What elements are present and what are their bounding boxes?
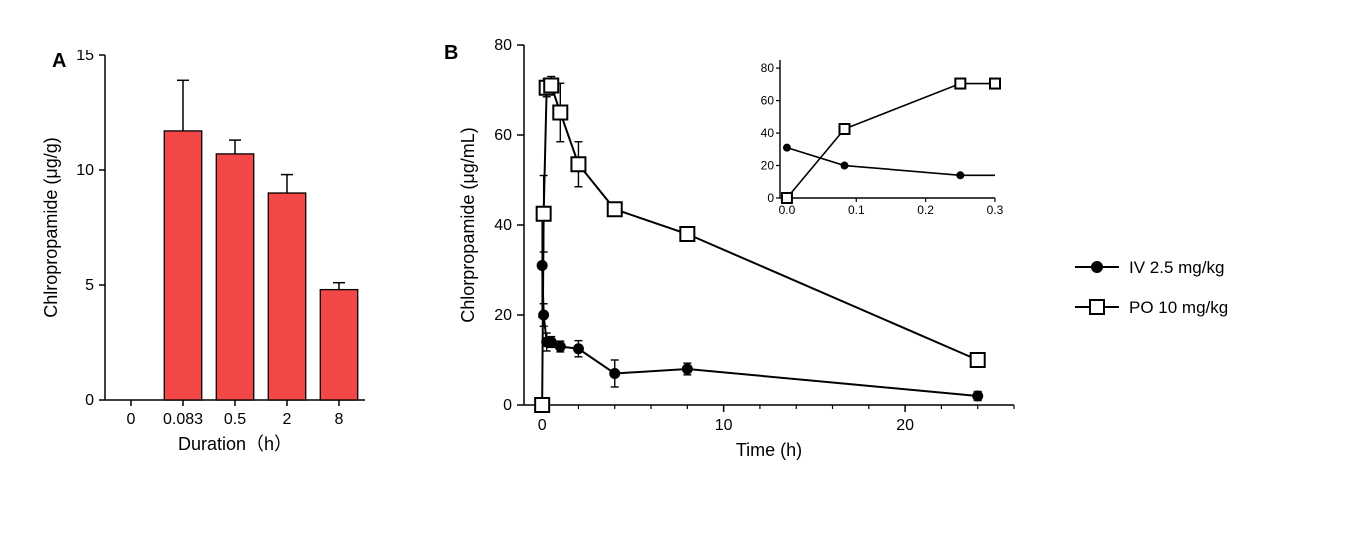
panel-b-legend: IV 2.5 mg/kg PO 10 mg/kg [1075, 255, 1315, 345]
svg-text:60: 60 [761, 94, 775, 108]
svg-text:IV 2.5 mg/kg: IV 2.5 mg/kg [1129, 258, 1224, 277]
svg-text:0: 0 [538, 417, 547, 434]
panel-a-chart: 0 5 10 15 0 0.083 0.5 2 8 Duration（h） Chlropropami… [40, 50, 371, 466]
svg-text:10: 10 [76, 162, 94, 179]
svg-text:40: 40 [761, 126, 775, 140]
figure-canvas: A B 05101500.0830.528Duration（h）Chlropro… [0, 0, 1363, 548]
svg-text:8: 8 [335, 411, 344, 428]
svg-text:20: 20 [494, 307, 512, 324]
svg-text:0: 0 [127, 411, 136, 428]
svg-text:0.0: 0.0 [779, 203, 796, 217]
svg-text:60: 60 [494, 127, 512, 144]
svg-text:15: 15 [76, 50, 94, 64]
svg-text:Duration（h）: Duration（h） [178, 434, 292, 454]
svg-text:2: 2 [283, 411, 292, 428]
svg-text:PO 10 mg/kg: PO 10 mg/kg [1129, 298, 1228, 317]
panel-b-inset-chart: 0 20 40 60 80 0.0 0.1 0.2 0.3 [748, 54, 1007, 222]
svg-text:80: 80 [494, 37, 512, 54]
svg-text:Time (h): Time (h) [736, 440, 802, 460]
svg-text:40: 40 [494, 217, 512, 234]
svg-text:0.1: 0.1 [848, 203, 865, 217]
svg-text:0.083: 0.083 [163, 411, 203, 428]
svg-text:20: 20 [896, 417, 914, 434]
svg-text:20: 20 [761, 159, 775, 173]
svg-text:10: 10 [715, 417, 733, 434]
svg-text:5: 5 [85, 277, 94, 294]
svg-text:Chlorpropamide (μg/mL): Chlorpropamide (μg/mL) [458, 127, 478, 322]
svg-text:Chlropropamide (μg/g): Chlropropamide (μg/g) [41, 137, 61, 317]
svg-text:80: 80 [761, 61, 775, 75]
svg-text:0.3: 0.3 [987, 203, 1004, 217]
svg-text:0.2: 0.2 [917, 203, 934, 217]
svg-text:0: 0 [767, 191, 774, 205]
svg-text:0.5: 0.5 [224, 411, 246, 428]
svg-text:0: 0 [503, 397, 512, 414]
svg-text:0: 0 [85, 392, 94, 409]
